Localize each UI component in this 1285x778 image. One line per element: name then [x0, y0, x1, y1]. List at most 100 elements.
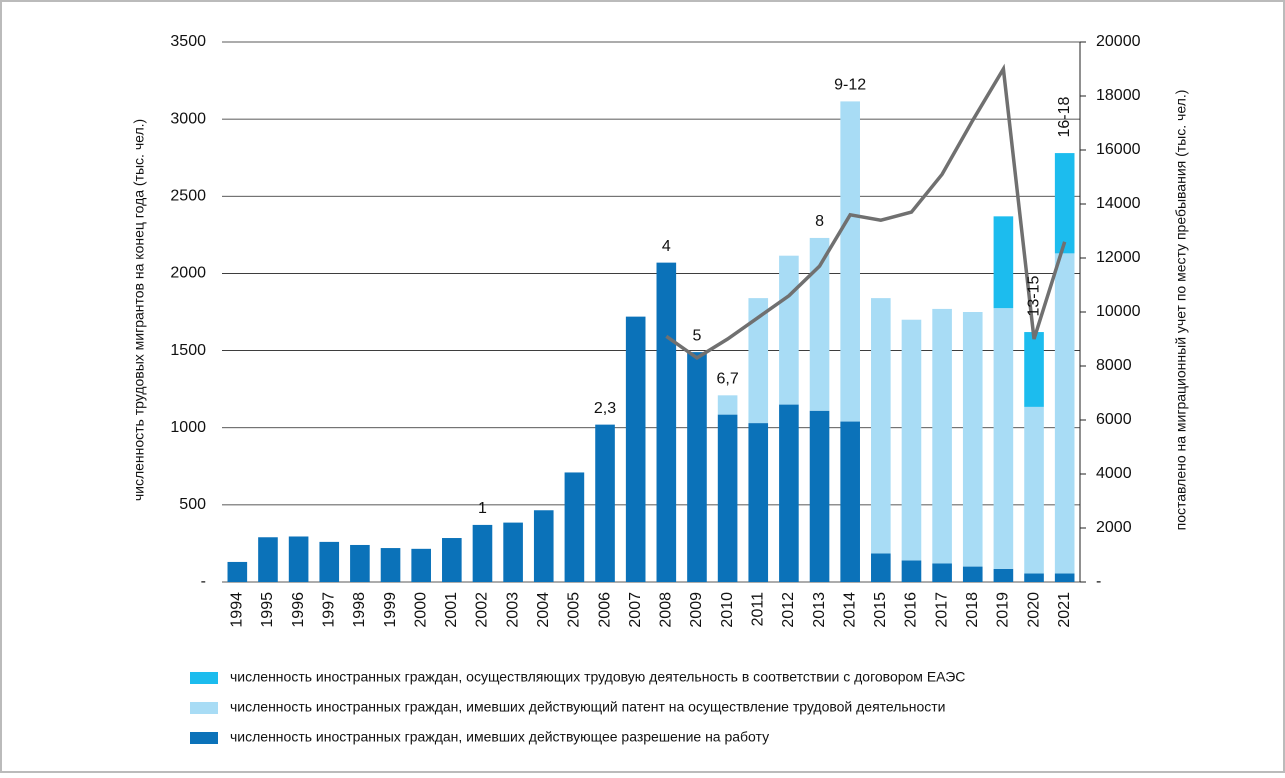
bar	[227, 561, 248, 582]
y2-tick-label: 14000	[1096, 195, 1141, 212]
bar	[533, 510, 554, 582]
bar	[564, 472, 585, 582]
y-tick-label: 1000	[170, 419, 206, 436]
bar	[442, 538, 462, 582]
x-tick-label: 2014	[841, 592, 858, 628]
x-tick-label: 2015	[872, 592, 889, 628]
y2-tick-label: -	[1096, 573, 1101, 590]
annotation: 16-18	[1056, 97, 1073, 138]
y-tick-label: 2500	[170, 188, 206, 205]
x-tick-label: 2021	[1056, 592, 1073, 628]
y-tick-label: 500	[179, 496, 206, 513]
x-tick-label: 2003	[504, 592, 521, 628]
legend-label: численность иностранных граждан, имевших…	[230, 699, 945, 715]
x-tick-label: 2005	[566, 592, 583, 628]
bar	[779, 255, 799, 405]
bar	[993, 568, 1014, 582]
x-tick-label: 2008	[658, 592, 675, 628]
x-tick-label: 1998	[351, 592, 368, 628]
annotation: 2,3	[594, 400, 616, 417]
y2-tick-label: 4000	[1096, 465, 1132, 482]
legend-swatch	[190, 702, 218, 714]
y2-tick-label: 6000	[1096, 411, 1132, 428]
bar	[871, 553, 891, 582]
annotation: 8	[815, 213, 824, 230]
bar	[748, 298, 769, 424]
x-tick-label: 1995	[259, 592, 276, 628]
x-tick-label: 2020	[1025, 592, 1042, 628]
x-tick-label: 2007	[627, 592, 644, 628]
bar	[625, 316, 646, 582]
x-tick-label: 2009	[688, 592, 705, 628]
bar	[717, 414, 738, 582]
annotation: 1	[478, 500, 487, 517]
y2-tick-label: 16000	[1096, 141, 1141, 158]
annotation: 5	[693, 327, 702, 344]
bar	[717, 395, 738, 415]
legend-swatch	[190, 732, 218, 744]
bar	[472, 524, 493, 582]
bar	[993, 308, 1014, 569]
x-tick-label: 2018	[964, 592, 981, 628]
bar	[319, 541, 340, 582]
annotation: 9-12	[834, 77, 866, 94]
bar	[993, 216, 1014, 309]
bar	[350, 544, 370, 582]
x-tick-label: 2002	[474, 592, 491, 628]
y2-tick-label: 2000	[1096, 519, 1132, 536]
x-tick-label: 2013	[811, 592, 828, 628]
bar	[932, 308, 952, 564]
x-tick-label: 2000	[412, 592, 429, 628]
y-tick-label: -	[201, 573, 206, 590]
bar	[1054, 153, 1075, 254]
legend-label: численность иностранных граждан, имевших…	[230, 729, 769, 745]
bar	[503, 522, 523, 582]
legend-swatch	[190, 672, 218, 684]
x-tick-label: 1999	[382, 592, 399, 628]
x-tick-label: 2016	[903, 592, 920, 628]
bar	[1054, 253, 1075, 574]
x-tick-label: 2017	[933, 592, 950, 628]
y2-tick-label: 8000	[1096, 357, 1132, 374]
y2-tick-label: 18000	[1096, 87, 1141, 104]
bar	[871, 298, 891, 554]
x-tick-label: 1997	[320, 592, 337, 628]
annotation: 6,7	[716, 371, 738, 388]
y-tick-label: 2000	[170, 265, 206, 282]
bar	[932, 563, 952, 582]
x-tick-label: 1996	[290, 592, 307, 628]
y-tick-label: 1500	[170, 342, 206, 359]
bar	[1024, 406, 1044, 574]
x-tick-label: 2012	[780, 592, 797, 628]
x-tick-label: 2001	[443, 592, 460, 628]
x-tick-label: 2019	[995, 592, 1012, 628]
annotation: 13-15	[1025, 275, 1042, 316]
bar	[779, 404, 799, 582]
annotation: 4	[662, 238, 671, 255]
bar	[962, 566, 983, 582]
bar	[1024, 573, 1044, 582]
bar	[595, 424, 615, 582]
x-tick-label: 2010	[719, 592, 736, 628]
y2-tick-label: 20000	[1096, 33, 1141, 50]
bar	[1054, 573, 1075, 582]
bar	[1024, 332, 1044, 407]
y-tick-label: 3000	[170, 110, 206, 127]
x-tick-label: 1994	[229, 592, 246, 628]
bar	[901, 319, 922, 561]
bar	[748, 423, 769, 582]
bar	[809, 410, 830, 582]
bar	[901, 560, 922, 582]
bar	[380, 548, 401, 582]
bar	[411, 548, 431, 582]
bar	[687, 352, 707, 582]
bar	[809, 237, 830, 411]
bar	[288, 536, 309, 582]
bar	[258, 537, 278, 582]
x-tick-label: 2011	[749, 592, 766, 627]
y2-axis-label: поставлено на миграционный учет по месту…	[1173, 90, 1189, 531]
legend-label: численность иностранных граждан, осущест…	[230, 669, 965, 685]
bar	[962, 312, 983, 567]
y2-tick-label: 10000	[1096, 303, 1141, 320]
